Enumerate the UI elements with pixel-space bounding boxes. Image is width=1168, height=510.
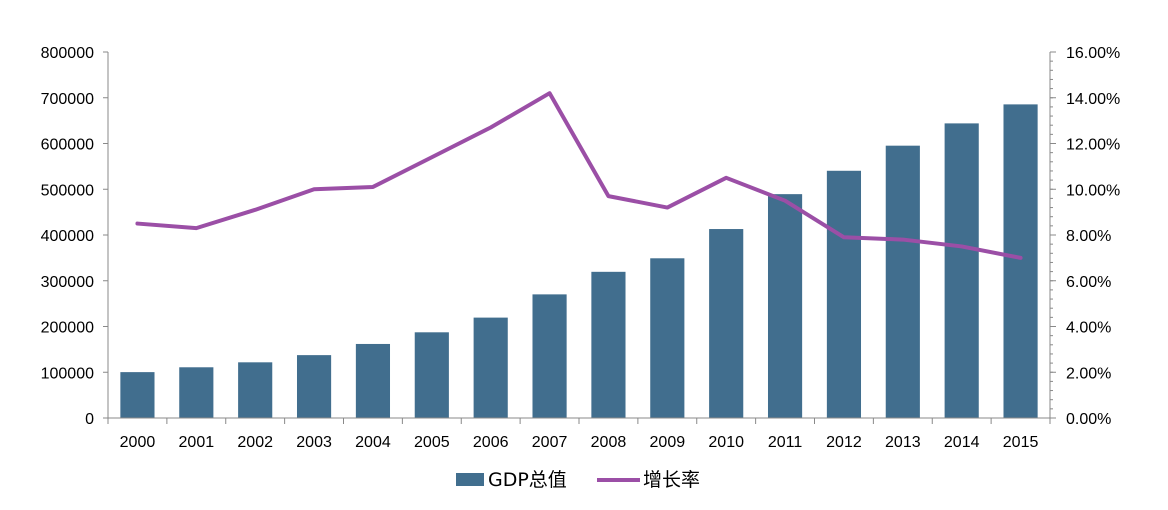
right-tick-label: 4.00% — [1066, 320, 1111, 337]
x-tick-label: 2000 — [120, 434, 156, 451]
growth-point-2015 — [1019, 256, 1023, 260]
bar-2010 — [709, 229, 744, 418]
legend-label-line: 增长率 — [643, 469, 700, 491]
left-tick-label: 0 — [85, 411, 94, 428]
x-tick-label: 2006 — [473, 434, 509, 451]
left-tick-label: 500000 — [41, 182, 94, 199]
growth-point-2012 — [842, 235, 846, 239]
bar-2004 — [355, 343, 391, 418]
x-tick-label: 2010 — [708, 434, 744, 451]
x-tick-label: 2011 — [768, 434, 803, 451]
bar-2002 — [238, 362, 273, 418]
bar-2009 — [650, 258, 685, 418]
x-tick-label: 2003 — [296, 434, 332, 451]
right-tick-label: 0.00% — [1066, 411, 1111, 428]
bar-2012 — [826, 170, 862, 418]
x-tick-label: 2002 — [237, 434, 273, 451]
bar-2014 — [944, 123, 979, 418]
x-ticks: 2000 2001 2002 2003 2004 2005 2006 2007 2008 2009… — [107, 418, 1051, 451]
left-tick-label: 200000 — [41, 320, 94, 337]
right-tick-label: 10.00% — [1066, 182, 1120, 199]
bar-2006 — [473, 317, 508, 418]
bar-2007 — [532, 294, 567, 418]
right-tick-label: 6.00% — [1066, 274, 1111, 291]
right-tick-label: 2.00% — [1066, 365, 1111, 382]
bar-2008 — [591, 271, 626, 418]
bar-series-group — [120, 104, 1038, 418]
growth-point-2011 — [783, 199, 787, 203]
legend-label-bar: GDP总值 — [488, 469, 567, 491]
line-series-group — [135, 91, 1023, 260]
left-tick-label: 700000 — [41, 91, 94, 108]
left-tick-label: 600000 — [41, 137, 94, 154]
left-tick-label: 400000 — [41, 228, 94, 245]
bar-2011 — [767, 194, 803, 418]
x-tick-label: 2009 — [650, 434, 686, 451]
x-tick-label: 2001 — [179, 434, 215, 451]
growth-point-2014 — [960, 244, 964, 248]
right-tick-label: 8.00% — [1066, 228, 1111, 245]
x-tick-label: 2012 — [826, 434, 862, 451]
bar-2001 — [179, 367, 214, 418]
left-y-ticks: 0 100000 200000 300000 400000 500000 600000 700… — [41, 45, 108, 428]
bar-2000 — [120, 372, 155, 418]
bar-2015 — [1003, 104, 1038, 418]
left-tick-label: 800000 — [41, 45, 94, 62]
growth-point-2008 — [606, 194, 610, 198]
x-tick-label: 2015 — [1003, 434, 1039, 451]
left-tick-label: 300000 — [41, 274, 94, 291]
growth-point-2007 — [548, 91, 552, 95]
x-tick-label: 2005 — [414, 434, 450, 451]
right-tick-label: 12.00% — [1066, 137, 1120, 154]
growth-point-2002 — [253, 208, 257, 212]
growth-point-2001 — [194, 226, 198, 230]
right-tick-label: 14.00% — [1066, 91, 1120, 108]
x-tick-label: 2007 — [532, 434, 568, 451]
right-y-ticks: 0.00% 2.00% 4.00% 6.00% 8.00% 10.00% 12.00% 14.… — [1050, 45, 1120, 428]
right-tick-label: 16.00% — [1066, 45, 1120, 62]
legend-swatch-bar — [456, 473, 484, 486]
x-tick-label: 2014 — [944, 434, 980, 451]
bar-2003 — [296, 355, 332, 418]
growth-point-2004 — [371, 185, 375, 189]
left-tick-label: 100000 — [41, 365, 94, 382]
growth-point-2000 — [135, 222, 139, 226]
growth-point-2009 — [665, 206, 669, 210]
x-tick-label: 2004 — [355, 434, 391, 451]
growth-rate-line — [135, 91, 1023, 260]
growth-point-2006 — [489, 125, 493, 129]
growth-point-2010 — [724, 176, 728, 180]
bar-2005 — [414, 332, 449, 418]
growth-point-2005 — [430, 155, 434, 159]
growth-point-2003 — [312, 187, 316, 191]
legend: GDP总值 增长率 — [456, 469, 700, 491]
growth-point-2013 — [901, 238, 905, 242]
x-tick-label: 2013 — [885, 434, 921, 451]
bar-2013 — [885, 145, 920, 418]
x-tick-label: 2008 — [591, 434, 627, 451]
